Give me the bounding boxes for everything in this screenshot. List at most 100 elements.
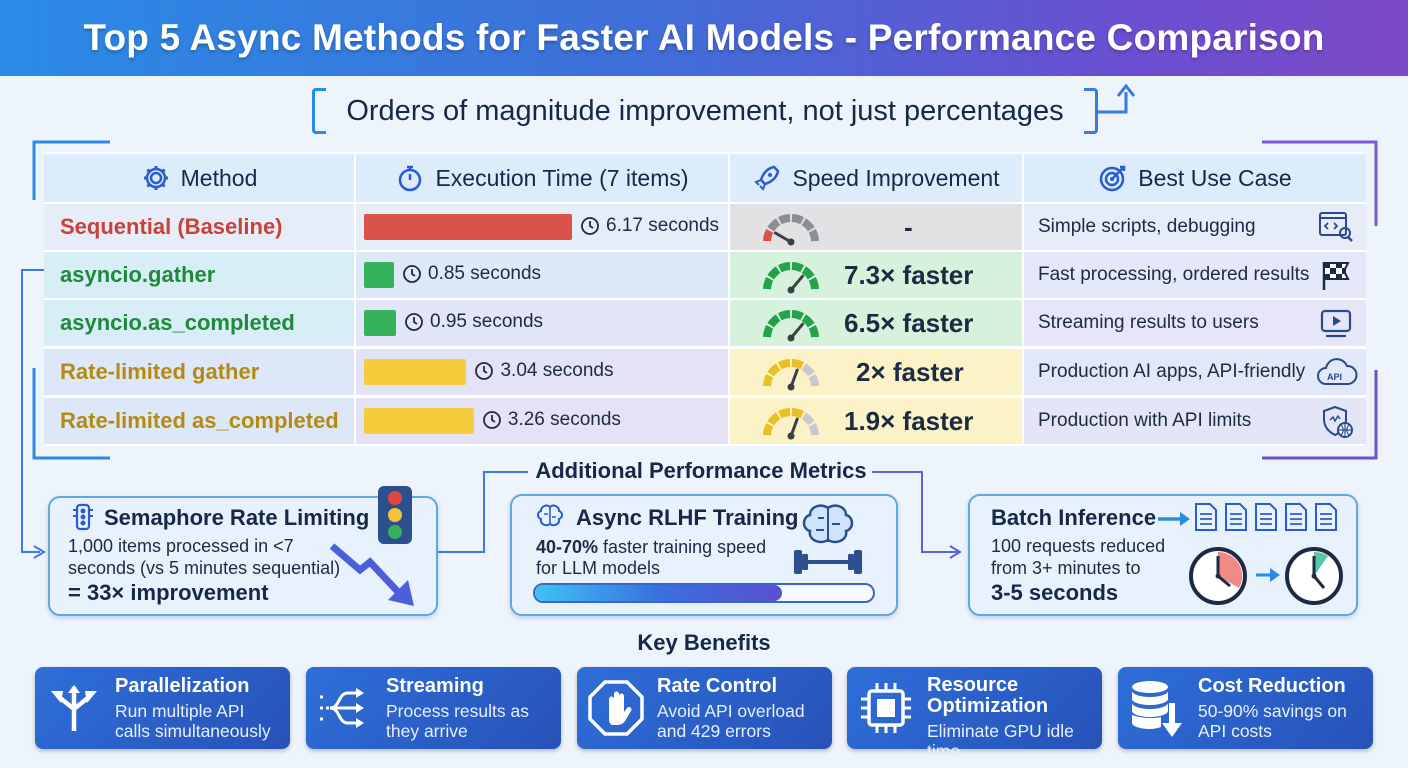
semaphore-title: Semaphore Rate Limiting [104, 505, 370, 530]
rlhf-line1: faster training speed [598, 537, 767, 557]
checkered-flag-icon [1322, 262, 1350, 290]
zigzag-down-arrow-icon [330, 543, 414, 606]
usecase-cell: Production with API limits [1024, 398, 1366, 444]
time-cell [356, 252, 728, 298]
header-method-label: Method [180, 164, 258, 191]
rlhf-progress-bar [533, 583, 875, 603]
api-cloud-icon: API [1317, 358, 1358, 385]
speed-cell [730, 349, 1022, 395]
time-label: 3.04 seconds [474, 360, 614, 382]
document-icon [1225, 503, 1247, 531]
benefit-card-parallelization: Parallelization Run multiple API calls si… [35, 667, 290, 749]
rocket-icon [754, 165, 780, 191]
speed-value: 2× faster [856, 357, 964, 387]
rlhf-highlight: 40-70% [536, 537, 599, 557]
benefit-desc: Avoid API overload and 429 errors [657, 701, 805, 741]
time-value: 3.04 seconds [500, 360, 614, 381]
video-play-icon [1320, 309, 1352, 338]
stopwatch-icon [399, 165, 422, 192]
brain-small-icon [537, 504, 563, 527]
benefit-line1: Process results as [386, 701, 529, 721]
speed-value: 7.3× faster [844, 260, 974, 290]
right-arrow-icon [1158, 512, 1190, 526]
header-time-label: Execution Time (7 items) [435, 164, 689, 191]
target-icon [1100, 165, 1126, 192]
small-right-arrow-icon [1256, 568, 1280, 582]
traffic-light-small-icon [73, 503, 93, 531]
header-time: Execution Time (7 items) [356, 154, 728, 202]
brain-dumbbell-icon [794, 504, 862, 574]
speed-cell [730, 252, 1022, 298]
header-usecase-label: Best Use Case [1138, 164, 1292, 191]
batch-result: 3-5 seconds [991, 580, 1119, 605]
benefit-desc: Process results as they arrive [386, 701, 529, 741]
time-label: 6.17 seconds [580, 215, 719, 237]
batch-title: Batch Inference [991, 505, 1157, 530]
split-arrows-icon [51, 685, 97, 731]
speedometer-icon [763, 262, 819, 294]
table-row-method: Rate-limited as_completed [44, 398, 354, 444]
table-row-method: asyncio.gather [44, 252, 354, 298]
semaphore-line1: 1,000 items processed in <7 [68, 536, 294, 556]
method-name: Sequential (Baseline) [60, 214, 283, 239]
usecase-cell: Streaming results to users [1024, 300, 1366, 346]
time-bar [364, 214, 572, 240]
benefit-desc: Eliminate GPU idle time [927, 721, 1102, 761]
time-value: 0.85 seconds [428, 263, 542, 284]
header-speed: Speed Improvement [730, 154, 1022, 202]
table-row-method: asyncio.as_completed [44, 300, 354, 346]
speed-cell [730, 204, 1022, 250]
gear-icon [143, 166, 168, 190]
benefit-desc: Run multiple API calls simultaneously [115, 701, 271, 741]
time-bar [364, 262, 394, 288]
method-name: Rate-limited gather [60, 359, 260, 384]
right-bracket [1084, 88, 1098, 134]
benefits-heading: Key Benefits [637, 630, 771, 655]
speedometer-icon [763, 214, 819, 246]
benefit-title: Parallelization [115, 675, 250, 697]
rlhf-title: Async RLHF Training [576, 505, 799, 530]
usecase-text: Production AI apps, API-friendly [1038, 361, 1306, 382]
batch-line2: from 3+ minutes to [991, 558, 1141, 578]
usecase-text: Fast processing, ordered results [1038, 264, 1310, 285]
benefit-line2: API costs [1198, 721, 1272, 741]
usecase-text: Streaming results to users [1038, 312, 1259, 333]
page-title: Top 5 Async Methods for Faster AI Models… [83, 17, 1325, 58]
speedometer-icon [763, 359, 819, 391]
document-icon [1255, 503, 1277, 531]
method-name: asyncio.as_completed [60, 310, 295, 335]
usecase-text: Production with API limits [1038, 410, 1252, 431]
time-bar [364, 310, 397, 336]
benefit-desc: 50-90% savings on API costs [1198, 701, 1347, 741]
time-cell [356, 300, 728, 346]
benefit-card-resource-optimization: Resource Optimization Eliminate GPU idle … [847, 667, 1102, 761]
metrics-heading: Additional Performance Metrics [535, 458, 867, 483]
document-icon [1195, 503, 1217, 531]
svg-text:API: API [1327, 372, 1342, 382]
semaphore-card [48, 496, 438, 616]
time-value: 0.95 seconds [430, 311, 544, 332]
benefit-card-rate-control: Rate Control Avoid API overload and 429 e… [577, 667, 832, 749]
speed-cell [730, 398, 1022, 444]
rlhf-line1-wrap: 40-70% faster training speed [536, 536, 766, 558]
traffic-light-icon [378, 486, 412, 544]
speedometer-icon [763, 408, 819, 440]
time-label: 0.95 seconds [404, 311, 543, 333]
benefit-line2: calls simultaneously [115, 721, 271, 741]
method-name: Rate-limited as_completed [60, 408, 339, 433]
header-speed-label: Speed Improvement [792, 164, 1000, 191]
speed-value: - [904, 212, 913, 242]
code-window-icon [1319, 212, 1353, 242]
benefit-line1: Avoid API overload [657, 701, 805, 721]
clock-icon [405, 313, 423, 331]
header-method: Method [44, 154, 354, 202]
semaphore-result: = 33× improvement [68, 580, 269, 605]
benefit-title: Streaming [386, 675, 484, 697]
time-bar [364, 408, 474, 434]
time-value: 3.26 seconds [507, 409, 621, 430]
usecase-cell: Fast processing, ordered results [1024, 252, 1366, 298]
chip-icon [861, 683, 911, 733]
speedometer-icon [763, 310, 819, 342]
clock-icon [475, 362, 494, 380]
